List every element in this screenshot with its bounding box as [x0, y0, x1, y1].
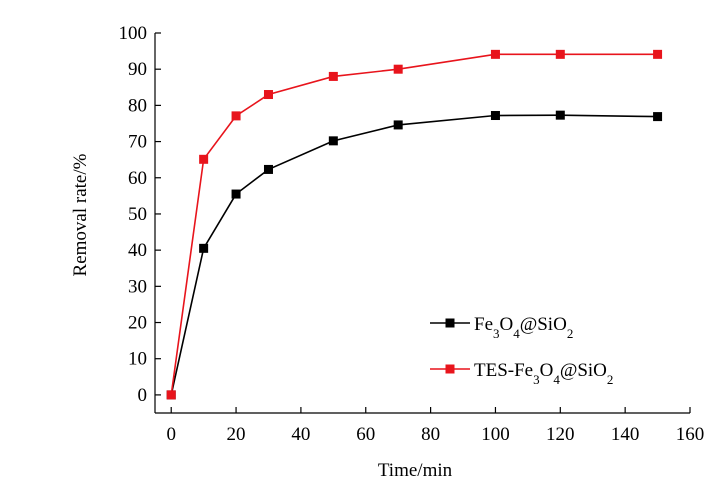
legend-label-part: Fe — [474, 314, 493, 335]
legend-label-part: 4 — [553, 372, 560, 387]
series-line — [170, 114, 658, 396]
legend-label-part: @SiO — [560, 360, 607, 381]
x-tick-label: 140 — [611, 424, 640, 445]
y-axis-ticks: 0 10 20 30 40 50 60 70 80 90 100 — [119, 23, 161, 406]
y-tick-label: 60 — [128, 168, 147, 189]
legend-label-part: 4 — [513, 326, 520, 341]
data-point — [199, 243, 209, 253]
data-point — [199, 154, 209, 164]
legend-label: TES-Fe3O4@SiO2 — [474, 360, 613, 387]
y-tick-label: 0 — [138, 385, 148, 406]
y-tick-label: 30 — [128, 276, 147, 297]
y-tick-label: 50 — [128, 204, 147, 225]
data-point — [328, 136, 338, 146]
legend-marker — [445, 364, 455, 374]
data-point — [328, 71, 338, 81]
y-axis-title: Removal rate/% — [70, 153, 91, 276]
legend-label-part: @SiO — [520, 314, 567, 335]
y-tick-label: 90 — [128, 59, 147, 80]
data-point — [231, 189, 241, 199]
data-point — [653, 49, 663, 59]
x-tick-label: 20 — [227, 424, 246, 445]
data-point — [263, 164, 273, 174]
series-line — [170, 53, 658, 396]
x-tick-label: 60 — [356, 424, 375, 445]
legend-label: Fe3O4@SiO2 — [474, 314, 573, 341]
x-tick-label: 40 — [291, 424, 310, 445]
legend-label-part: 2 — [567, 326, 574, 341]
data-point — [490, 49, 500, 59]
series-fe3o4-sio2 — [166, 110, 663, 400]
data-point — [231, 111, 241, 121]
legend-label-part: 3 — [493, 326, 500, 341]
x-axis-ticks: 0 20 40 60 80 100 120 140 160 — [166, 407, 704, 445]
x-tick-label: 120 — [546, 424, 575, 445]
data-point — [653, 112, 663, 122]
axes — [154, 33, 690, 414]
y-tick-label: 20 — [128, 313, 147, 334]
y-tick-label: 70 — [128, 132, 147, 153]
legend-label-part: TES-Fe — [474, 360, 533, 381]
data-point — [490, 111, 500, 121]
legend-label-part: 2 — [607, 372, 614, 387]
legend-label-part: O — [540, 360, 554, 381]
data-point — [166, 390, 176, 400]
x-axis-title: Time/min — [378, 460, 453, 481]
y-tick-label: 80 — [128, 95, 147, 116]
y-tick-label: 40 — [128, 240, 147, 261]
series-tes-fe3o4-sio2 — [166, 49, 663, 400]
x-tick-label: 100 — [481, 424, 510, 445]
x-tick-label: 160 — [676, 424, 705, 445]
x-tick-label: 80 — [421, 424, 440, 445]
legend-label-part: O — [500, 314, 514, 335]
legend-marker — [445, 318, 455, 328]
data-point — [263, 90, 273, 100]
legend-label-part: 3 — [533, 372, 540, 387]
series-layer — [166, 49, 663, 400]
x-tick-label: 0 — [166, 424, 176, 445]
data-point — [393, 64, 403, 74]
y-tick-label: 100 — [119, 23, 148, 44]
data-point — [393, 120, 403, 130]
legend-item-tes-fe3o4-sio2: TES-Fe3O4@SiO2 — [430, 360, 613, 387]
legend-item-fe3o4-sio2: Fe3O4@SiO2 — [430, 314, 573, 341]
data-point — [555, 110, 565, 120]
y-tick-label: 10 — [128, 349, 147, 370]
data-point — [555, 49, 565, 59]
